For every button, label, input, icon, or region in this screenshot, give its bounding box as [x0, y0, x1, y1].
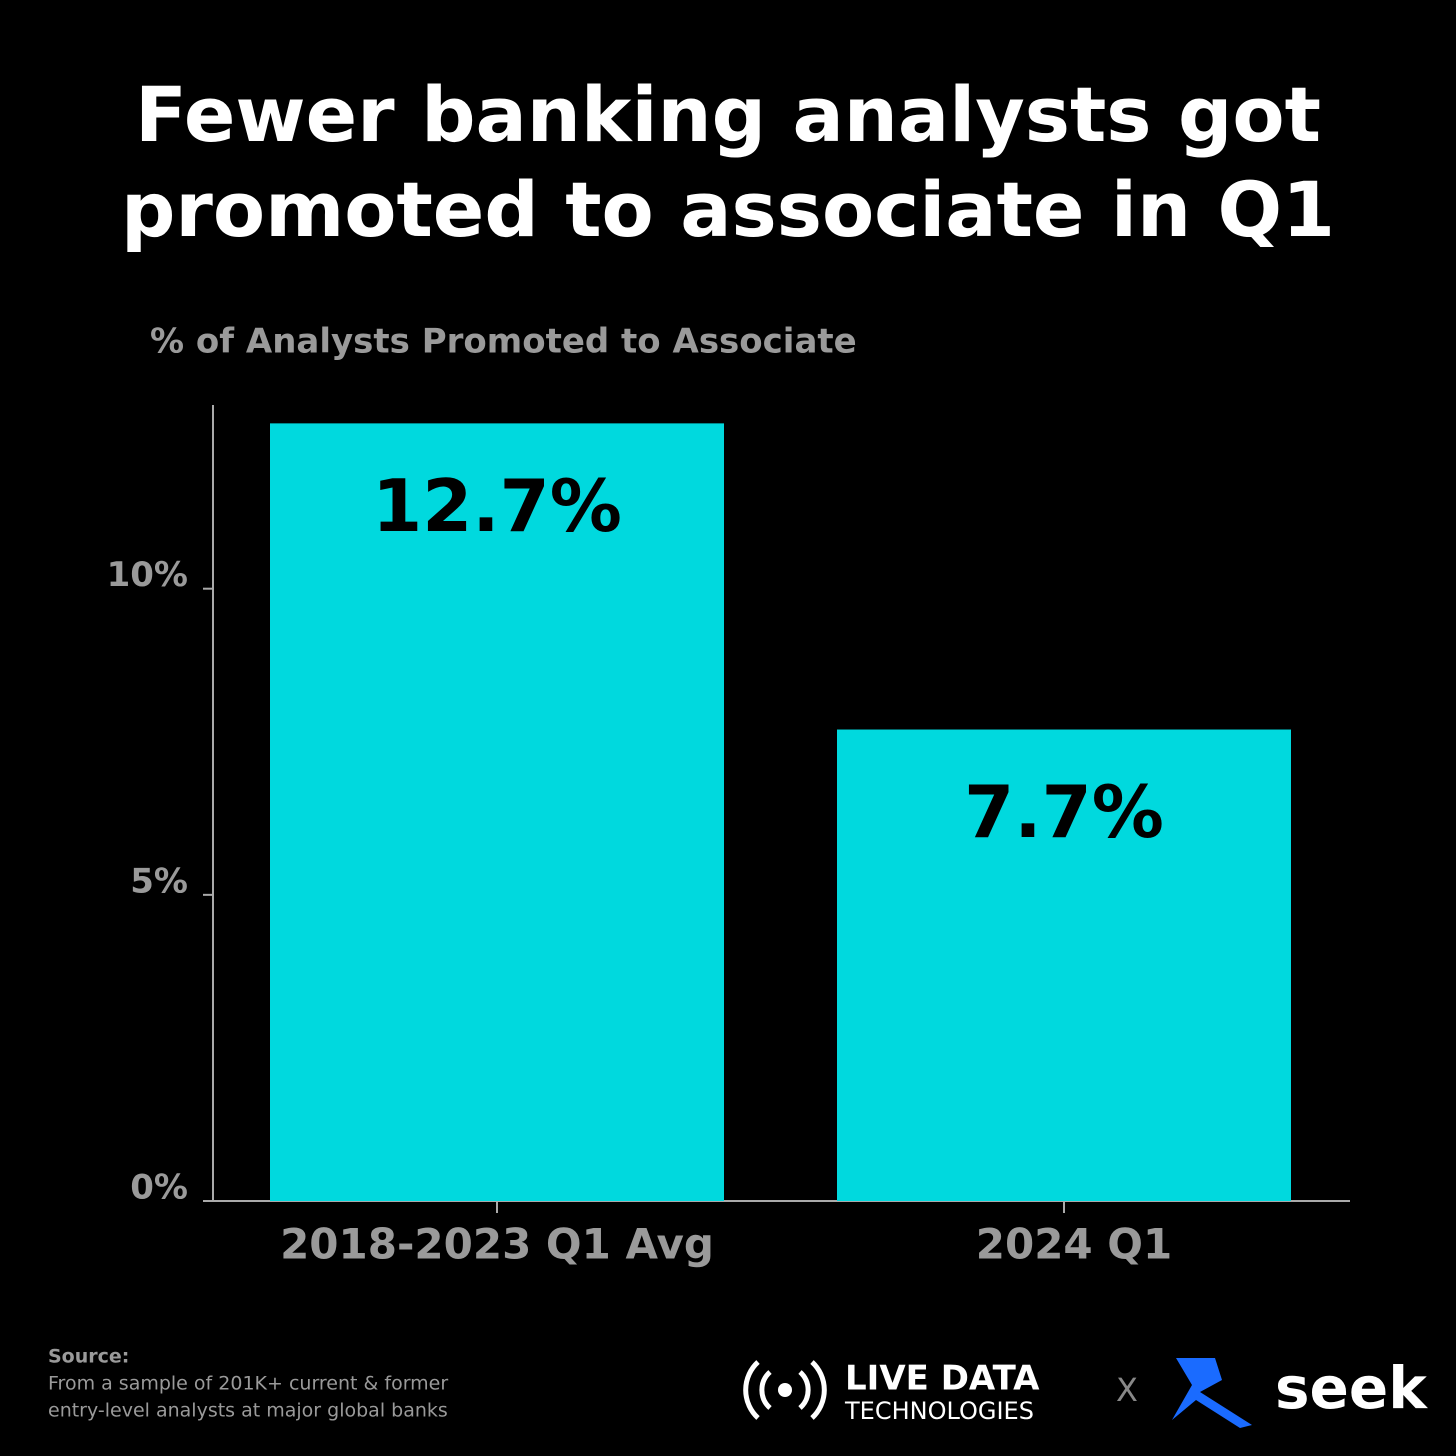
y-tick-label: 0%: [130, 1168, 188, 1208]
bar: [270, 423, 724, 1201]
live-data-icon: [743, 1360, 827, 1420]
value-label: 12.7%: [372, 464, 622, 548]
x-tick-label: 2024 Q1: [976, 1220, 1172, 1269]
chart-title: Fewer banking analysts got: [135, 70, 1321, 159]
logo-text: LIVE DATA: [845, 1359, 1040, 1399]
logo-text: seek: [1275, 1354, 1428, 1422]
source-text: entry-level analysts at major global ban…: [48, 1400, 448, 1422]
logo-text: TECHNOLOGIES: [844, 1397, 1034, 1425]
value-label: 7.7%: [964, 770, 1164, 854]
seek-icon: [1172, 1358, 1252, 1428]
source-label: Source:: [48, 1346, 129, 1368]
y-tick-label: 10%: [107, 555, 188, 595]
y-tick-label: 5%: [130, 861, 188, 901]
logo-separator: X: [1116, 1371, 1138, 1409]
chart-subtitle: % of Analysts Promoted to Associate: [150, 322, 857, 362]
chart-title: promoted to associate in Q1: [121, 165, 1335, 254]
source-text: From a sample of 201K+ current & former: [48, 1373, 448, 1395]
bar: [837, 729, 1291, 1201]
x-tick-label: 2018-2023 Q1 Avg: [280, 1220, 714, 1269]
